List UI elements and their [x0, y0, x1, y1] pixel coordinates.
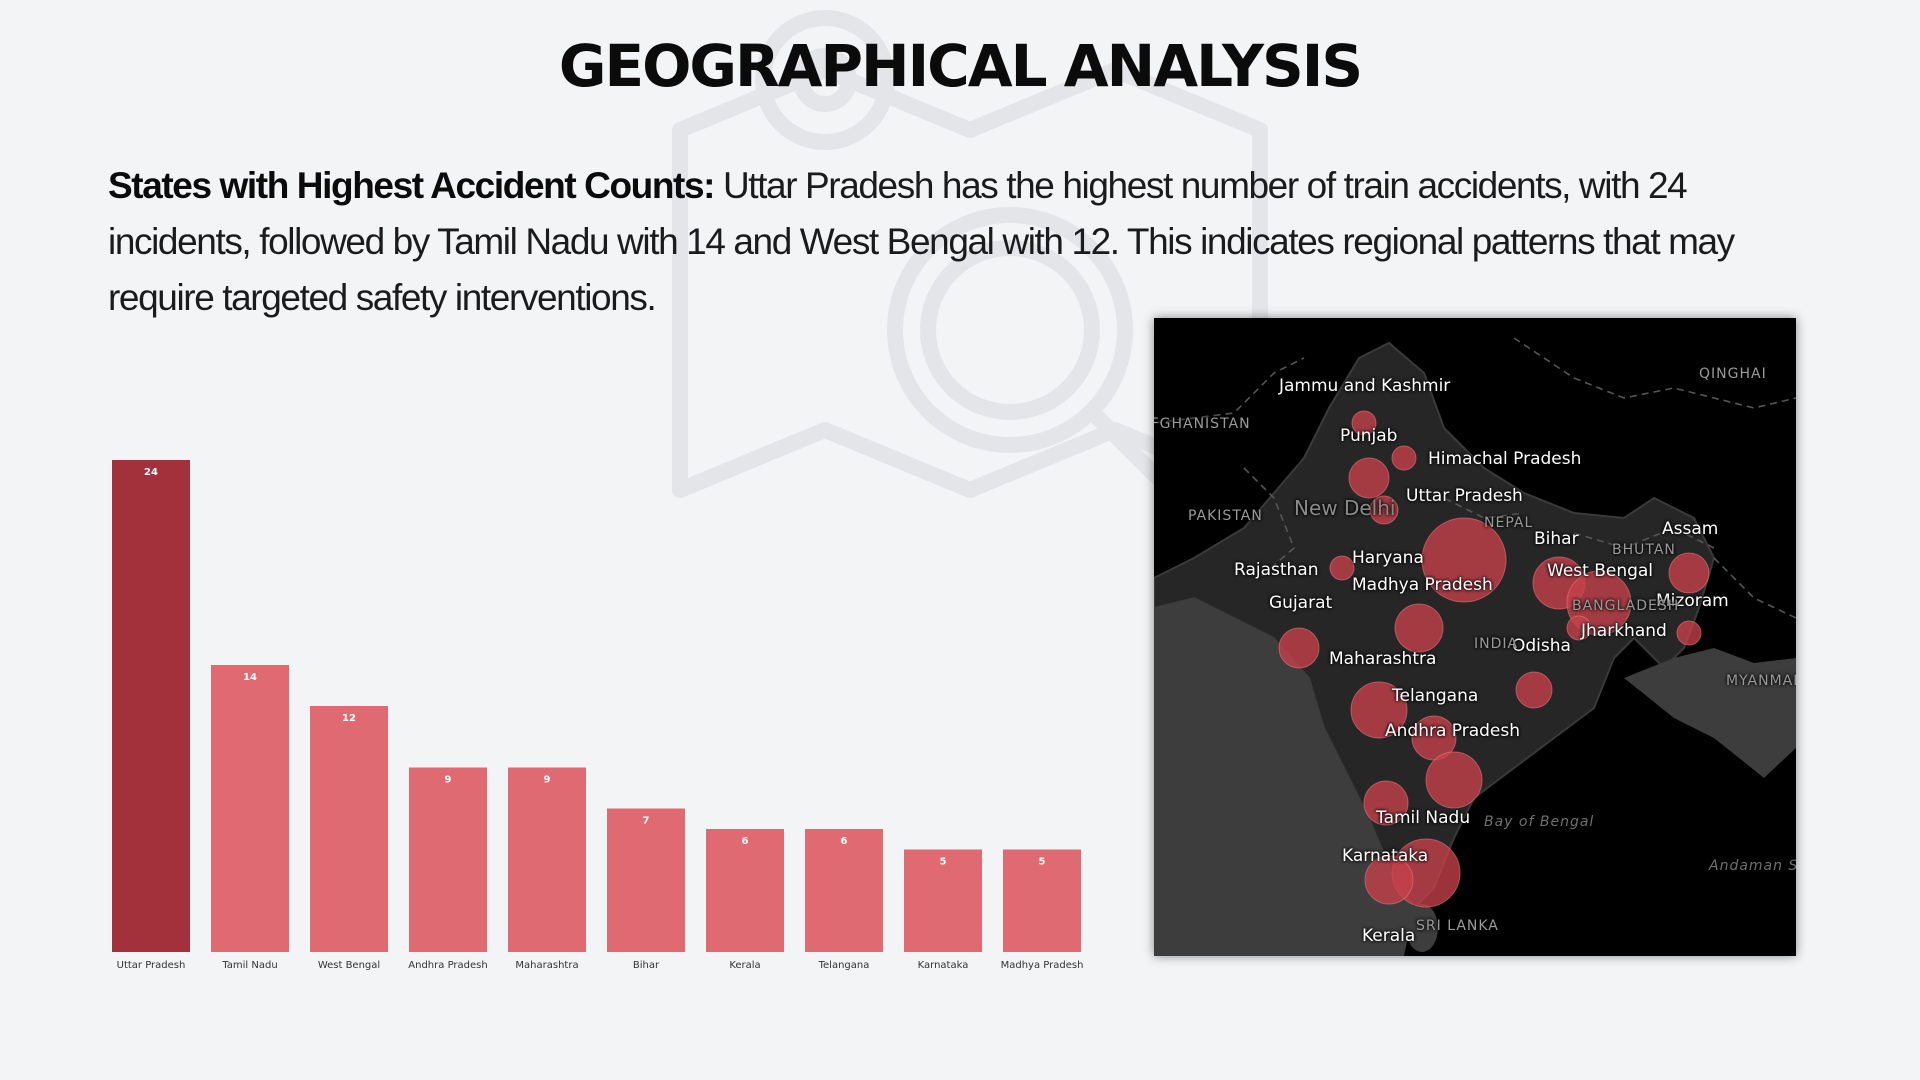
bar-value-label: 14 [243, 672, 257, 683]
south-land [1154, 598, 1414, 956]
accident-bubble [1363, 780, 1409, 826]
bar-5 [607, 808, 685, 952]
page-title: GEOGRAPHICAL ANALYSIS [558, 32, 1363, 100]
summary-lead: States with Highest Accident Counts: [108, 165, 715, 206]
summary-paragraph: States with Highest Accident Counts: Utt… [108, 158, 1808, 326]
sri-lanka-island [1406, 904, 1438, 952]
map-bubbles [1278, 410, 1710, 908]
region-label: Bay of Bengal [1484, 814, 1595, 830]
bar-value-label: 9 [445, 775, 452, 786]
accident-bubble [1351, 410, 1377, 436]
bar-value-label: 5 [940, 857, 947, 868]
state-label: Tamil Nadu [1376, 808, 1471, 828]
state-label: Mizoram [1656, 591, 1729, 611]
bar-chart: 24 Uttar Pradesh 14 Tamil Nadu 12 West Bengal… [112, 460, 1084, 971]
region-label: SRI LANKA [1416, 918, 1499, 934]
bar-value-label: 9 [544, 775, 551, 786]
state-label: Himachal Pradesh [1428, 449, 1582, 469]
bar-value-label: 12 [342, 713, 356, 724]
accident-bubble [1566, 615, 1592, 641]
category-label: Maharashtra [515, 960, 578, 971]
summary-body: Uttar Pradesh has the highest number of … [108, 165, 1735, 318]
category-label: Madhya Pradesh [1001, 960, 1084, 971]
state-label: Gujarat [1269, 593, 1333, 613]
bar-8 [904, 849, 982, 952]
bar-0 [112, 460, 190, 952]
state-label: Telangana [1392, 686, 1479, 706]
bar-7 [805, 829, 883, 952]
state-label: Punjab [1340, 426, 1398, 446]
category-label: Andhra Pradesh [408, 960, 487, 971]
bar-2 [310, 706, 388, 952]
accident-bubble [1278, 627, 1320, 669]
state-label: Assam [1662, 519, 1719, 539]
region-label: INDIA [1474, 636, 1519, 652]
bar-4 [508, 767, 586, 952]
state-label: West Bengal [1547, 561, 1654, 581]
bar-value-label: 6 [841, 836, 848, 847]
region-label: PAKISTAN [1188, 508, 1263, 524]
accident-bubble [1515, 671, 1553, 709]
region-label: New Delhi [1294, 496, 1396, 520]
region-label: MYANMAR [1726, 673, 1796, 689]
bar-value-label: 6 [742, 836, 749, 847]
accident-bubble [1391, 445, 1417, 471]
accident-bubble [1348, 457, 1390, 499]
state-label: Uttar Pradesh [1406, 486, 1523, 506]
accident-bubble [1350, 681, 1408, 739]
state-label: Jharkhand [1581, 621, 1667, 641]
bar-value-label: 5 [1039, 857, 1046, 868]
accident-bubble [1668, 552, 1710, 594]
state-label: Maharashtra [1329, 649, 1437, 669]
state-label: Andhra Pradesh [1385, 721, 1521, 741]
category-label: Kerala [729, 960, 760, 971]
category-label: Tamil Nadu [221, 960, 277, 971]
bar-6 [706, 829, 784, 952]
state-label: Kerala [1362, 926, 1416, 946]
east-land [1624, 648, 1796, 778]
state-label: Rajasthan [1234, 560, 1319, 580]
state-label: Jammu and Kashmir [1279, 376, 1451, 396]
accident-bubble-map: Jammu and Kashmir Punjab Himachal Pradesh U… [1154, 318, 1796, 956]
accident-bubble [1421, 517, 1507, 603]
accident-bubble [1394, 603, 1444, 653]
state-label: Bihar [1534, 529, 1579, 549]
state-label: Karnataka [1342, 846, 1429, 866]
category-label: Karnataka [918, 960, 969, 971]
state-label: Haryana [1352, 548, 1424, 568]
category-label: Bihar [633, 960, 660, 971]
bar-3 [409, 767, 487, 952]
state-label: Odisha [1512, 636, 1571, 656]
bar-9 [1003, 849, 1081, 952]
accident-bubble [1676, 620, 1702, 646]
region-label: AFGHANISTAN [1154, 416, 1251, 432]
region-label: BANGLADESH [1572, 598, 1680, 614]
accident-bubble [1329, 555, 1355, 581]
bar-value-label: 7 [643, 816, 650, 827]
accident-bubble [1369, 495, 1399, 525]
state-label: Madhya Pradesh [1352, 575, 1493, 595]
accident-bubble [1364, 855, 1414, 905]
category-label: Telangana [818, 960, 870, 971]
accident-bubble [1425, 751, 1483, 809]
region-label: BHUTAN [1612, 542, 1676, 558]
bar-1 [211, 665, 289, 952]
region-label: NEPAL [1484, 515, 1534, 531]
category-label: Uttar Pradesh [117, 960, 186, 971]
category-label: West Bengal [318, 960, 380, 971]
region-label: QINGHAI [1699, 366, 1767, 382]
region-label: Andaman Sea [1709, 858, 1796, 874]
bar-value-label: 24 [144, 467, 158, 478]
